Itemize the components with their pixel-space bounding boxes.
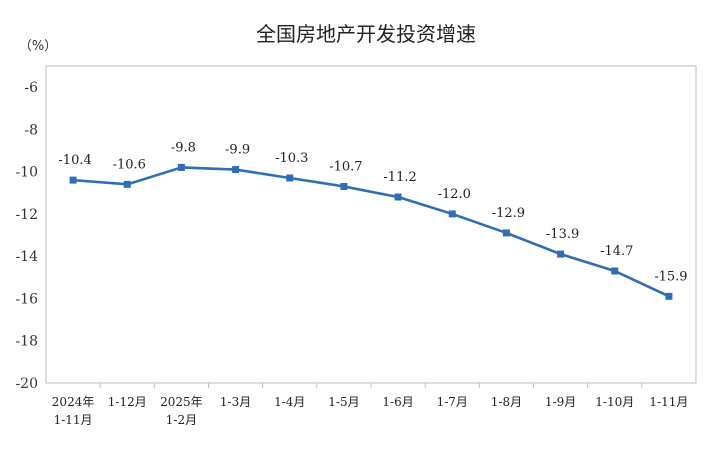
series-layer: -10.4 -10.6 -9.8 -9.9 -10.3 -10.7 -11.2 -12.0 -1… (58, 140, 688, 300)
y-axis: -6 -8 -10 -12 -14 -16 -18 -20 (15, 80, 38, 392)
chart-title: 全国房地产开发投资增速 (256, 22, 476, 46)
data-label: -12.0 (438, 187, 471, 202)
data-point-marker (177, 163, 185, 171)
y-tick-label: -8 (24, 122, 38, 138)
x-tick-label: 1-2月 (166, 413, 197, 427)
x-tick-label: 1-7月 (437, 395, 468, 409)
data-point-marker (123, 180, 131, 188)
data-point-marker (232, 166, 240, 174)
data-label: -10.3 (275, 151, 308, 166)
y-tick-label: -14 (15, 249, 38, 265)
data-label: -10.6 (113, 157, 146, 172)
x-tick-label: 1-5月 (328, 395, 359, 409)
data-label: -15.9 (654, 269, 687, 284)
data-label: -12.9 (492, 206, 525, 221)
y-unit-label: （%） (19, 39, 57, 54)
data-point-marker (665, 292, 673, 300)
data-point-marker (502, 229, 510, 237)
x-axis: 2024年 1-11月 1-12月 2025年 1-2月 1-3月 1-4月 1-5月 1-6月… (52, 383, 688, 427)
data-label: -10.4 (58, 153, 91, 168)
x-tick-label: 1-6月 (382, 395, 413, 409)
y-tick-label: -20 (15, 376, 38, 392)
plot-area (45, 65, 697, 384)
data-point-marker (340, 182, 348, 190)
x-tick-label: 1-10月 (595, 395, 634, 409)
x-tick-label: 1-12月 (108, 395, 147, 409)
x-tick-label: 1-9月 (545, 395, 576, 409)
data-label: -14.7 (600, 244, 633, 259)
data-point-marker (286, 174, 294, 182)
data-point-marker (557, 250, 565, 258)
data-label: -13.9 (546, 227, 579, 242)
x-tick-label: 1-11月 (649, 395, 688, 409)
data-point-marker (394, 193, 402, 201)
series-line (72, 166, 670, 298)
y-tick-label: -12 (15, 207, 38, 223)
data-label: -9.9 (225, 143, 250, 158)
x-tick-label: 2025年 (160, 395, 203, 409)
y-tick-label: -10 (15, 165, 38, 181)
data-label: -11.2 (383, 170, 416, 185)
y-tick-label: -16 (15, 291, 38, 307)
x-tick-label: 1-3月 (220, 395, 251, 409)
data-label: -9.8 (171, 140, 196, 155)
x-tick-label: 1-4月 (274, 395, 305, 409)
data-point-marker (448, 210, 456, 218)
x-tick-label: 1-11月 (54, 413, 93, 427)
y-tick-label: -6 (24, 80, 38, 96)
data-point-marker (611, 267, 619, 275)
x-tick-label: 2024年 (52, 395, 95, 409)
y-tick-label: -18 (15, 334, 38, 350)
data-label: -10.7 (329, 159, 362, 174)
data-point-marker (69, 176, 77, 184)
x-tick-label: 1-8月 (491, 395, 522, 409)
